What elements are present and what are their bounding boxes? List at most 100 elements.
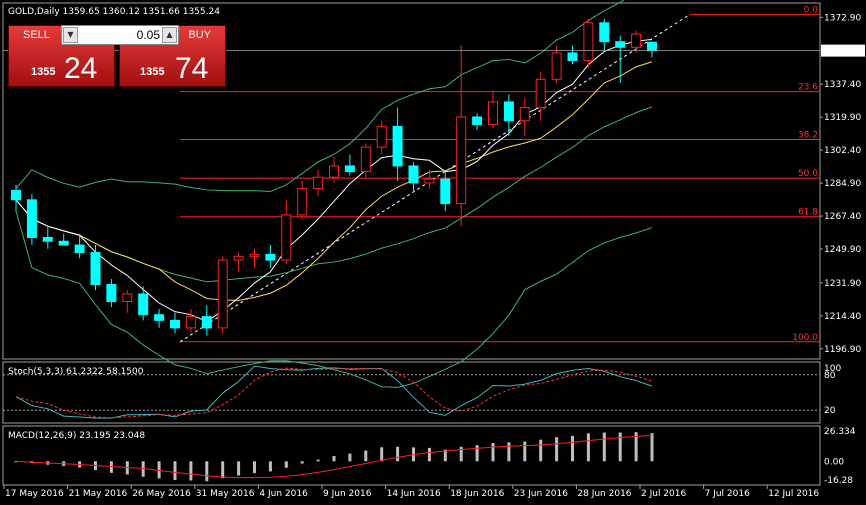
candle-body[interactable] bbox=[424, 178, 435, 184]
macd-histogram-bar bbox=[300, 461, 304, 464]
macd-histogram-bar bbox=[555, 437, 559, 462]
candle-body[interactable] bbox=[329, 165, 339, 178]
sell-price-prefix: 1355 bbox=[31, 66, 56, 78]
macd-scale-label: 0.00 bbox=[824, 457, 844, 467]
macd-frame bbox=[2, 425, 821, 486]
candle-body[interactable] bbox=[42, 236, 53, 242]
candle-body[interactable] bbox=[360, 146, 371, 173]
price-tick-label: 1337.40 bbox=[824, 80, 861, 90]
candle-body[interactable] bbox=[185, 316, 196, 329]
macd-histogram-bar bbox=[189, 461, 193, 481]
candle-body[interactable] bbox=[26, 199, 37, 238]
candle-body[interactable] bbox=[90, 252, 101, 286]
macd-label: MACD(12,26,9) 23.195 23.048 bbox=[8, 431, 145, 441]
time-axis-label: 21 May 2016 bbox=[69, 489, 128, 499]
fib-level-label: 61.8 bbox=[798, 208, 818, 218]
lot-size-field: ▼ ▲ bbox=[61, 25, 179, 45]
candle-body[interactable] bbox=[456, 116, 467, 205]
candle-body[interactable] bbox=[647, 41, 657, 52]
candle-body[interactable] bbox=[551, 52, 562, 80]
time-axis-label: 4 Jun 2016 bbox=[259, 489, 308, 499]
candle-body[interactable] bbox=[297, 188, 308, 216]
candle-body[interactable] bbox=[488, 101, 498, 126]
price-tick-label: 1284.90 bbox=[824, 179, 861, 189]
main-chart-frame bbox=[2, 2, 821, 360]
macd-histogram-bar bbox=[586, 433, 590, 462]
macd-histogram-bar bbox=[253, 461, 256, 474]
fib-level-label: 100.0 bbox=[792, 333, 818, 343]
lot-decrease-button[interactable]: ▼ bbox=[63, 27, 78, 43]
candle-body[interactable] bbox=[599, 22, 610, 43]
macd-histogram-bar bbox=[396, 446, 400, 462]
fib-level-label: 50.0 bbox=[798, 169, 818, 179]
candle-body[interactable] bbox=[138, 293, 149, 316]
time-axis-label: 9 Jun 2016 bbox=[323, 489, 372, 499]
time-axis-label: 7 Jul 2016 bbox=[705, 489, 750, 499]
macd-histogram-bar bbox=[316, 459, 320, 462]
stoch-level-label: 80 bbox=[824, 371, 836, 381]
lot-increase-button[interactable]: ▲ bbox=[162, 27, 177, 43]
stoch-level-label: 20 bbox=[824, 406, 836, 416]
macd-histogram-bar bbox=[284, 461, 288, 468]
triangle-down-icon: ▼ bbox=[67, 30, 74, 39]
candle-body[interactable] bbox=[281, 214, 292, 261]
candle-body[interactable] bbox=[472, 116, 483, 126]
candle-body[interactable] bbox=[249, 253, 260, 257]
macd-histogram-bar bbox=[459, 446, 463, 462]
price-tick-label: 1372.90 bbox=[824, 13, 861, 23]
price-tick-label: 1267.40 bbox=[824, 212, 861, 222]
candle-body[interactable] bbox=[344, 165, 355, 173]
candle-body[interactable] bbox=[217, 259, 228, 329]
candle-body[interactable] bbox=[615, 41, 626, 48]
fib-level-label: 23.6 bbox=[798, 83, 818, 93]
stoch-main-line bbox=[15, 365, 653, 419]
time-axis-label: 12 Jul 2016 bbox=[768, 489, 819, 499]
candle-body[interactable] bbox=[170, 319, 180, 329]
candle-body[interactable] bbox=[233, 255, 244, 261]
candle-body[interactable] bbox=[567, 52, 578, 61]
candle-body[interactable] bbox=[313, 176, 324, 190]
candle-body[interactable] bbox=[201, 316, 212, 329]
macd-histogram-bar bbox=[491, 443, 495, 462]
candle-body[interactable] bbox=[376, 125, 387, 148]
macd-histogram-bar bbox=[364, 450, 368, 462]
macd-histogram-bar bbox=[475, 445, 479, 462]
macd-histogram-bar bbox=[618, 432, 622, 462]
stochastic-frame bbox=[2, 361, 821, 424]
macd-histogram-bar bbox=[634, 432, 638, 462]
sell-price-pips: 24 bbox=[64, 52, 98, 85]
candle-body[interactable] bbox=[58, 240, 69, 246]
candle-body[interactable] bbox=[154, 314, 165, 321]
time-axis-label: 14 Jun 2016 bbox=[387, 489, 441, 499]
candle-body[interactable] bbox=[122, 293, 133, 303]
price-tick-label: 1249.90 bbox=[824, 245, 861, 255]
one-click-trading-panel: SELL 1355 24 BUY 1355 74 ▼ ▲ bbox=[8, 25, 228, 87]
stoch-label: Stoch(5,3,3) 61.2322 58.1500 bbox=[8, 367, 144, 377]
time-axis-label: 2 Jul 2016 bbox=[641, 489, 686, 499]
chart-header-label: GOLD,Daily 1359.65 1360.12 1351.66 1355.… bbox=[8, 7, 220, 17]
macd-histogram-bar bbox=[443, 449, 447, 462]
candle-body[interactable] bbox=[440, 178, 451, 205]
triangle-up-icon: ▲ bbox=[166, 30, 173, 39]
macd-histogram-bar bbox=[221, 461, 225, 479]
macd-histogram-bar bbox=[332, 456, 336, 462]
lot-size-input[interactable] bbox=[80, 27, 160, 43]
candle-body[interactable] bbox=[519, 107, 530, 122]
time-axis-label: 28 Jun 2016 bbox=[577, 489, 631, 499]
candle-body[interactable] bbox=[392, 125, 403, 167]
candle-body[interactable] bbox=[265, 253, 276, 261]
candle-body[interactable] bbox=[583, 22, 594, 61]
time-axis-label: 17 May 2016 bbox=[5, 489, 64, 499]
candle-body[interactable] bbox=[106, 284, 117, 303]
candle-body[interactable] bbox=[74, 244, 85, 254]
time-axis-label: 26 May 2016 bbox=[132, 489, 191, 499]
buy-price-pips: 74 bbox=[175, 52, 209, 85]
candle-body[interactable] bbox=[631, 33, 642, 48]
candle-body[interactable] bbox=[503, 101, 514, 122]
time-axis-label: 18 Jun 2016 bbox=[450, 489, 504, 499]
candle-body[interactable] bbox=[11, 189, 21, 201]
candle-body[interactable] bbox=[408, 165, 419, 184]
candle-body[interactable] bbox=[535, 78, 546, 109]
macd-scale-label: -16.28 bbox=[824, 476, 853, 486]
